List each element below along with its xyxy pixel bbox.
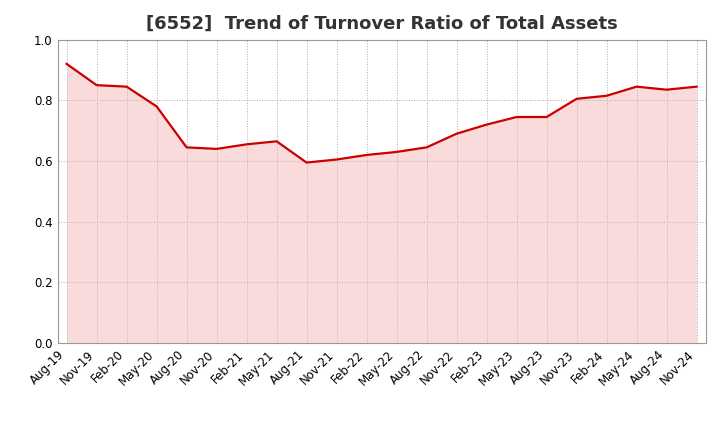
Title: [6552]  Trend of Turnover Ratio of Total Assets: [6552] Trend of Turnover Ratio of Total … bbox=[145, 15, 618, 33]
